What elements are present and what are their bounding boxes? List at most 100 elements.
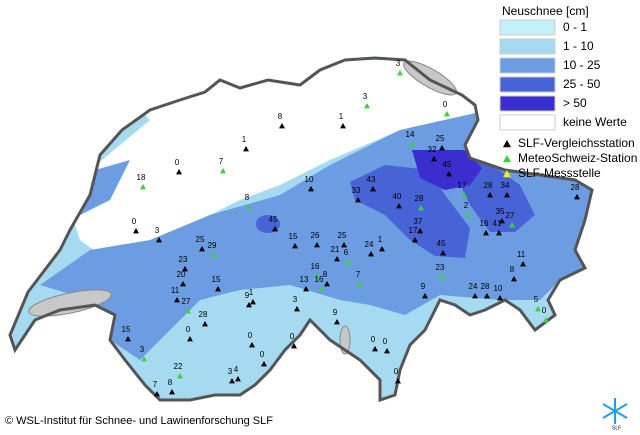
station-value: 23 bbox=[436, 263, 445, 272]
station-marker bbox=[154, 391, 160, 397]
station-marker bbox=[439, 145, 445, 151]
station-marker bbox=[314, 273, 320, 279]
station-value: 0 bbox=[371, 335, 376, 344]
station-value: 37 bbox=[414, 217, 423, 226]
station-value: 3 bbox=[293, 295, 298, 304]
station-value: 28 bbox=[571, 183, 580, 192]
station-value: 17 bbox=[409, 226, 418, 235]
station-value: 9 bbox=[421, 282, 426, 291]
station-value: 9 bbox=[333, 308, 338, 317]
station-value: 15 bbox=[289, 232, 298, 241]
station-value: 11 bbox=[517, 250, 526, 259]
station-marker bbox=[472, 293, 478, 299]
station-marker bbox=[497, 295, 503, 301]
legend-label: 10 - 25 bbox=[563, 58, 601, 72]
logo bbox=[602, 398, 628, 424]
legend-label: 1 - 10 bbox=[563, 39, 594, 53]
station-value: 8 bbox=[245, 193, 250, 202]
station-marker bbox=[133, 228, 139, 234]
station-value: 40 bbox=[393, 192, 402, 201]
station-marker bbox=[303, 286, 309, 292]
station-marker bbox=[511, 276, 517, 282]
station-value: 28 bbox=[481, 282, 490, 291]
station-value: 15 bbox=[122, 325, 131, 334]
station-marker bbox=[364, 103, 370, 109]
station-value: 3 bbox=[363, 92, 368, 101]
legend: Neuschnee [cm] 0 - 1 1 - 10 10 - 25 25 - 50… bbox=[499, 4, 637, 180]
station-value: 43 bbox=[367, 175, 376, 184]
station-marker bbox=[294, 306, 300, 312]
station-value: 16 bbox=[480, 219, 489, 228]
station-marker bbox=[465, 212, 471, 218]
station-marker bbox=[345, 259, 351, 265]
station-marker bbox=[185, 308, 191, 314]
legend-label: keine Werte bbox=[563, 115, 627, 129]
station-marker bbox=[422, 293, 428, 299]
station-marker bbox=[370, 186, 376, 192]
station-value: 28 bbox=[415, 194, 424, 203]
station-marker bbox=[334, 319, 340, 325]
station-marker bbox=[180, 281, 186, 287]
station-marker bbox=[229, 378, 235, 384]
station-value: 3 bbox=[155, 226, 160, 235]
station-marker bbox=[187, 336, 193, 342]
station-marker bbox=[461, 192, 467, 198]
station-value: 13 bbox=[300, 275, 309, 284]
station-value: 7 bbox=[219, 157, 224, 166]
station-marker bbox=[246, 204, 252, 210]
station-marker bbox=[355, 197, 361, 203]
station-marker bbox=[483, 230, 489, 236]
station-marker bbox=[199, 246, 205, 252]
station-value: 0 bbox=[383, 337, 388, 346]
legend-label: MeteoSchweiz-Station bbox=[518, 151, 637, 165]
legend-swatch bbox=[499, 57, 556, 74]
station-value: 25 bbox=[338, 231, 347, 240]
station-value: 16 bbox=[315, 275, 324, 284]
station-value: 25 bbox=[436, 134, 445, 143]
station-marker bbox=[324, 281, 330, 287]
station-value: 2 bbox=[464, 201, 469, 210]
station-value: 7 bbox=[153, 380, 158, 389]
station-value: 3 bbox=[140, 345, 145, 354]
station-value: 0 bbox=[175, 158, 180, 167]
station-marker bbox=[261, 361, 267, 367]
station-value: 1 bbox=[339, 112, 344, 121]
station-value: 17 bbox=[458, 181, 467, 190]
station-value: 35 bbox=[496, 207, 505, 216]
station-value: 9 bbox=[245, 291, 250, 300]
station-marker bbox=[215, 286, 221, 292]
station-value: 1 bbox=[249, 288, 254, 297]
station-marker bbox=[125, 336, 131, 342]
station-marker bbox=[368, 251, 374, 257]
station-marker bbox=[574, 194, 580, 200]
station-marker bbox=[246, 302, 252, 308]
station-value: 15 bbox=[212, 275, 221, 284]
station-marker bbox=[202, 321, 208, 327]
legend-label: 0 - 1 bbox=[563, 20, 587, 34]
legend-swatch bbox=[499, 19, 556, 36]
station-marker bbox=[509, 222, 515, 228]
legend-marker bbox=[503, 155, 511, 163]
station-marker bbox=[496, 230, 502, 236]
station-value: 11 bbox=[171, 286, 180, 295]
station-value: 0 bbox=[542, 306, 547, 315]
station-marker bbox=[439, 274, 445, 280]
station-value: 5 bbox=[534, 295, 539, 304]
station-marker bbox=[417, 228, 423, 234]
station-value: 10 bbox=[305, 175, 314, 184]
station-value: 22 bbox=[174, 362, 183, 371]
station-value: 25 bbox=[196, 235, 205, 244]
legend-swatch bbox=[499, 76, 556, 93]
station-marker bbox=[520, 261, 526, 267]
station-value: 0 bbox=[132, 217, 137, 226]
station-marker bbox=[357, 281, 363, 287]
legend-label: 25 - 50 bbox=[563, 77, 601, 91]
station-value: 7 bbox=[356, 270, 361, 279]
station-marker bbox=[334, 256, 340, 262]
station-marker bbox=[174, 297, 180, 303]
station-marker bbox=[211, 252, 217, 258]
station-marker bbox=[431, 156, 437, 162]
station-value: 29 bbox=[208, 241, 217, 250]
